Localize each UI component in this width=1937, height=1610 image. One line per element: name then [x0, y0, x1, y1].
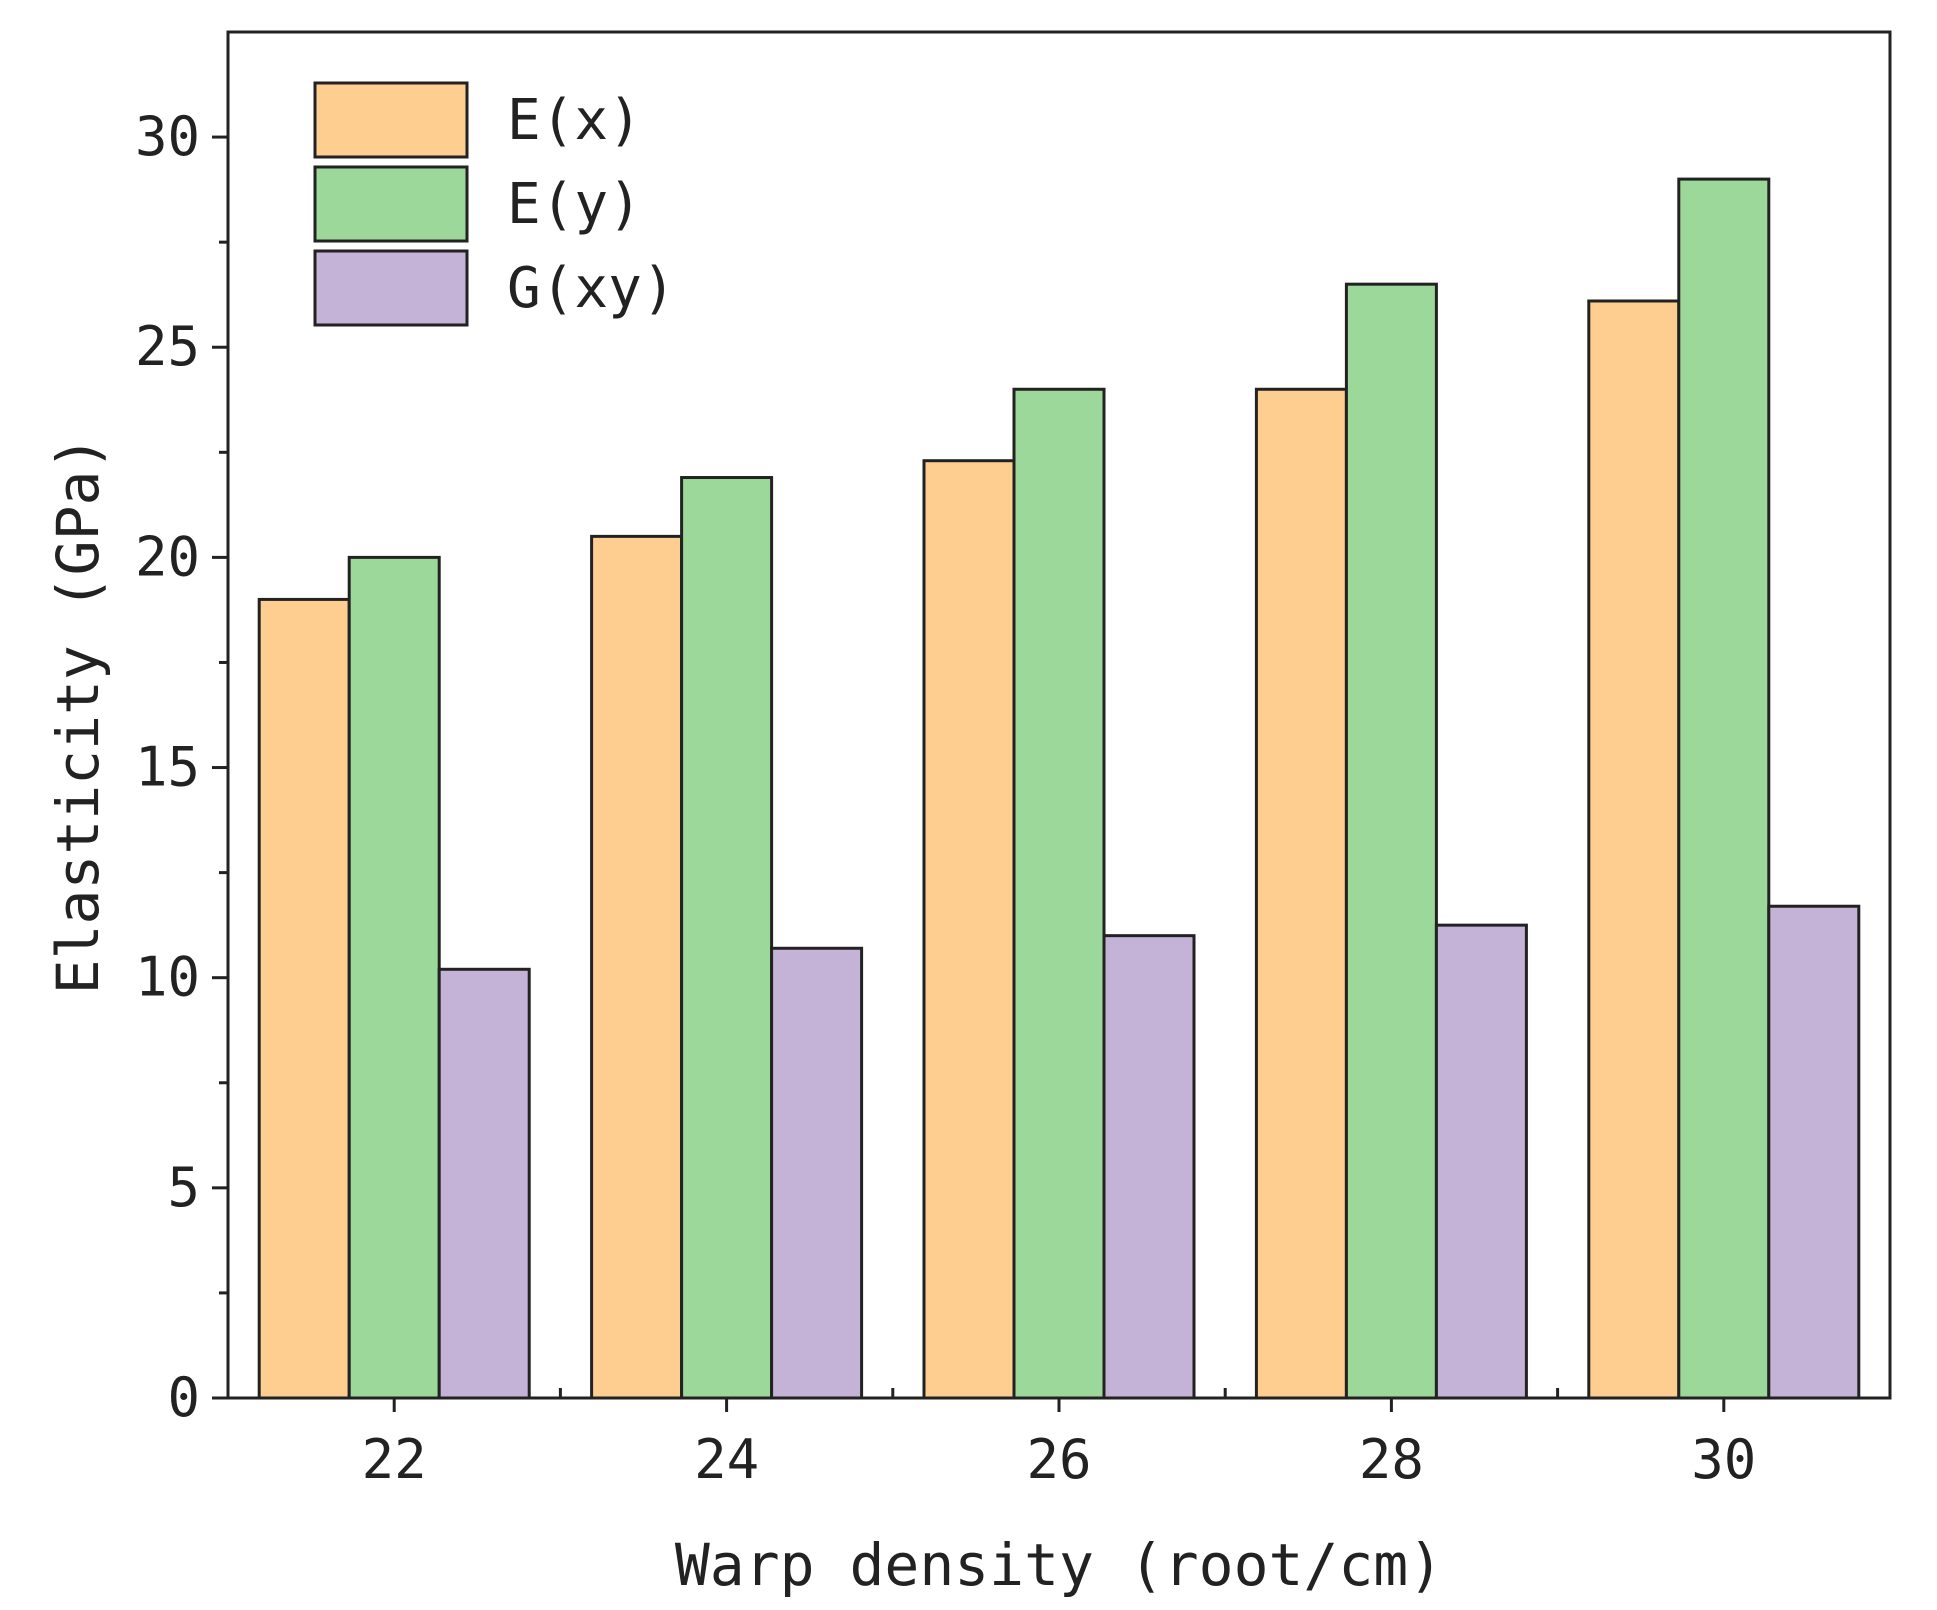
- bar-E(x)-22: [257, 597, 351, 1400]
- bar-E(y)-28: [1344, 282, 1438, 1400]
- y-tick-label: 20: [135, 525, 200, 588]
- legend-swatch-E(x): [313, 81, 469, 159]
- legend-label: E(x): [507, 88, 642, 153]
- x-tick-label: 26: [1026, 1428, 1091, 1491]
- bar-G(xy)-30: [1767, 904, 1861, 1400]
- y-tick-label: 15: [135, 736, 200, 799]
- x-axis-title: Warp density (root/cm): [675, 1531, 1443, 1599]
- y-tick-label: 10: [135, 946, 200, 1009]
- y-tick-label: 30: [135, 105, 200, 168]
- y-axis-title: Elasticity (GPa): [44, 436, 112, 995]
- bar-E(x)-24: [590, 534, 684, 1400]
- bar-G(xy)-28: [1434, 923, 1528, 1400]
- bar-E(y)-24: [680, 476, 774, 1400]
- x-tick-label: 28: [1359, 1428, 1424, 1491]
- legend-label: E(y): [507, 172, 642, 237]
- y-tick-label: 0: [167, 1366, 200, 1429]
- bar-E(y)-26: [1012, 387, 1106, 1400]
- x-tick-label: 30: [1691, 1428, 1756, 1491]
- legend-label: G(xy): [507, 256, 676, 321]
- legend-swatch-E(y): [313, 165, 469, 243]
- y-tick-label: 25: [135, 315, 200, 378]
- legend-swatch-G(xy): [313, 249, 469, 327]
- bar-E(y)-30: [1677, 177, 1771, 1400]
- y-tick-label: 5: [167, 1156, 200, 1219]
- ticks-layer: 22 24 26 28 30 0 5 10 15 20 25 30: [135, 105, 1756, 1491]
- bar-E(y)-22: [347, 555, 441, 1400]
- legend: E(x) E(y) G(xy): [313, 81, 676, 327]
- bar-G(xy)-26: [1102, 934, 1196, 1400]
- bars-layer: [257, 177, 1861, 1400]
- bar-G(xy)-24: [770, 946, 864, 1400]
- bar-E(x)-28: [1254, 387, 1348, 1400]
- x-tick-label: 22: [362, 1428, 427, 1491]
- bar-G(xy)-22: [437, 967, 531, 1400]
- bar-E(x)-30: [1587, 299, 1681, 1400]
- x-tick-label: 24: [694, 1428, 759, 1491]
- bar-E(x)-26: [922, 459, 1016, 1400]
